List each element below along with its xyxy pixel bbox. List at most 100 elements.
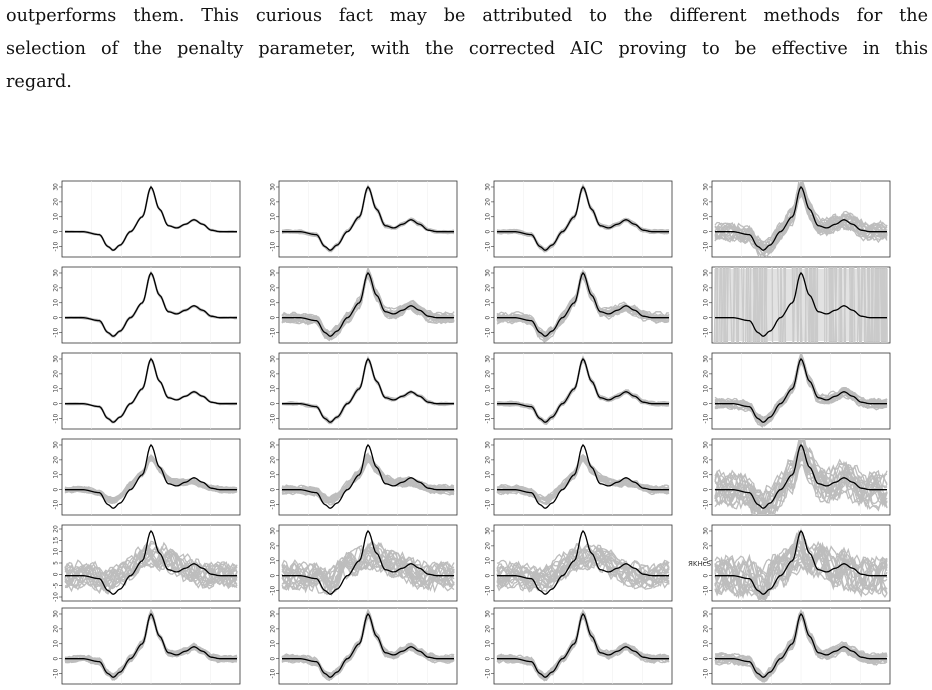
panel-curves bbox=[281, 443, 455, 509]
y-tick-label: -10 bbox=[53, 499, 60, 509]
true-function-line bbox=[65, 357, 237, 423]
y-tick-label: 0 bbox=[53, 230, 60, 234]
y-tick-label: 0 bbox=[703, 230, 710, 234]
y-tick-label: 20 bbox=[270, 198, 277, 206]
y-tick-label: 0 bbox=[270, 230, 277, 234]
panel-r5-c2: -10 0 10 20 30 bbox=[270, 524, 458, 602]
estimate-curve bbox=[496, 548, 670, 587]
y-tick-label: 20 bbox=[270, 456, 277, 464]
y-tick-label: 10 bbox=[703, 640, 710, 648]
y-tick-label: 30 bbox=[270, 610, 277, 618]
y-tick-label: 20 bbox=[485, 198, 492, 206]
y-tick-label: 30 bbox=[485, 441, 492, 449]
estimate-curve bbox=[714, 187, 888, 253]
panel-curves bbox=[64, 529, 238, 595]
panel-curves bbox=[64, 356, 238, 424]
y-tick-label: 30 bbox=[485, 527, 492, 535]
y-tick-label: 30 bbox=[703, 269, 710, 277]
y-tick-label: 0 bbox=[703, 657, 710, 661]
y-tick-label: 20 bbox=[485, 542, 492, 550]
true-function-line bbox=[497, 612, 669, 678]
estimate-curve bbox=[496, 549, 670, 593]
y-tick-label: 30 bbox=[703, 610, 710, 618]
y-tick-label: 30 bbox=[485, 355, 492, 363]
y-tick-label: -10 bbox=[703, 499, 710, 509]
y-tick-label: 5 bbox=[53, 561, 60, 565]
true-function-line bbox=[282, 357, 454, 423]
estimate-curve bbox=[714, 540, 888, 595]
panel-curves bbox=[496, 443, 670, 509]
y-tick-label: 20 bbox=[703, 542, 710, 550]
y-tick-label: 30 bbox=[53, 355, 60, 363]
panel-r6-c4: -10 0 10 20 30 bbox=[703, 607, 891, 685]
estimate-curve bbox=[714, 529, 888, 601]
y-tick-label: 30 bbox=[703, 183, 710, 191]
panel-r2-c2: -10 0 10 20 30 bbox=[270, 266, 458, 344]
true-function-line bbox=[497, 357, 669, 423]
y-tick-label: -10 bbox=[53, 668, 60, 678]
y-tick-label: 10 bbox=[703, 385, 710, 393]
y-tick-label: 20 bbox=[53, 456, 60, 464]
y-tick-label: 20 bbox=[485, 370, 492, 378]
panel-r4-c2: -10 0 10 20 30 bbox=[270, 438, 458, 516]
stray-axis-label: ЯKHcS bbox=[688, 560, 712, 568]
panel-curves bbox=[281, 529, 455, 597]
y-tick-label: 0 bbox=[703, 316, 710, 320]
y-tick-label: 30 bbox=[485, 269, 492, 277]
y-tick-label: -10 bbox=[270, 499, 277, 509]
y-tick-label: 20 bbox=[53, 625, 60, 633]
y-tick-label: 10 bbox=[53, 548, 60, 556]
paper-paragraph: outperforms them. This curious fact may … bbox=[6, 0, 928, 99]
y-tick-label: 0 bbox=[270, 402, 277, 406]
y-tick-label: -10 bbox=[703, 668, 710, 678]
estimate-curve bbox=[64, 541, 238, 593]
y-tick-label: 10 bbox=[270, 213, 277, 221]
panel-curves bbox=[714, 528, 888, 601]
panel-r2-c3: -10 0 10 20 30 bbox=[485, 266, 673, 344]
y-tick-label: -10 bbox=[53, 327, 60, 337]
true-function-line bbox=[497, 443, 669, 509]
y-tick-label: 30 bbox=[53, 183, 60, 191]
y-tick-label: -10 bbox=[703, 585, 710, 595]
paragraph-line-2: selection of the penalty parameter, with… bbox=[6, 39, 928, 59]
y-tick-label: 0 bbox=[270, 316, 277, 320]
panel-r5-c4: -10 0 10 20 30 bbox=[703, 524, 891, 602]
true-function-line bbox=[282, 529, 454, 595]
panel-curves bbox=[714, 439, 888, 515]
y-tick-label: -10 bbox=[703, 327, 710, 337]
true-function-line bbox=[497, 529, 669, 595]
y-tick-label: -10 bbox=[485, 327, 492, 337]
estimate-curve bbox=[281, 267, 455, 338]
y-tick-label: 20 bbox=[703, 198, 710, 206]
panel-r2-c4: -10 0 10 20 30 bbox=[703, 266, 891, 344]
y-tick-label: 20 bbox=[485, 284, 492, 292]
y-tick-label: 0 bbox=[53, 316, 60, 320]
estimate-curve bbox=[714, 353, 888, 428]
y-tick-label: 20 bbox=[703, 456, 710, 464]
estimate-band bbox=[714, 269, 888, 341]
y-tick-label: 0 bbox=[485, 402, 492, 406]
y-tick-label: 10 bbox=[270, 471, 277, 479]
panel-curves bbox=[714, 181, 888, 257]
y-tick-label: 0 bbox=[485, 574, 492, 578]
panel-curves bbox=[64, 270, 238, 338]
y-tick-label: 0 bbox=[485, 488, 492, 492]
panel-curves bbox=[64, 443, 238, 509]
panel-curves bbox=[64, 608, 238, 681]
y-tick-label: 30 bbox=[53, 610, 60, 618]
estimate-curve bbox=[714, 614, 888, 679]
estimate-curve bbox=[64, 545, 238, 589]
y-tick-label: -10 bbox=[485, 413, 492, 423]
estimate-curve bbox=[281, 274, 455, 337]
panel-r3-c2: -10 0 10 20 30 bbox=[270, 352, 458, 430]
paragraph-line-1: outperforms them. This curious fact may … bbox=[6, 6, 928, 26]
y-tick-label: 10 bbox=[703, 471, 710, 479]
y-tick-label: 20 bbox=[53, 370, 60, 378]
y-tick-label: 30 bbox=[270, 441, 277, 449]
y-tick-label: -10 bbox=[270, 241, 277, 251]
y-tick-label: -10 bbox=[53, 592, 60, 602]
y-tick-label: 0 bbox=[703, 488, 710, 492]
y-tick-label: 10 bbox=[53, 385, 60, 393]
y-tick-label: 10 bbox=[53, 213, 60, 221]
y-tick-label: 10 bbox=[485, 557, 492, 565]
